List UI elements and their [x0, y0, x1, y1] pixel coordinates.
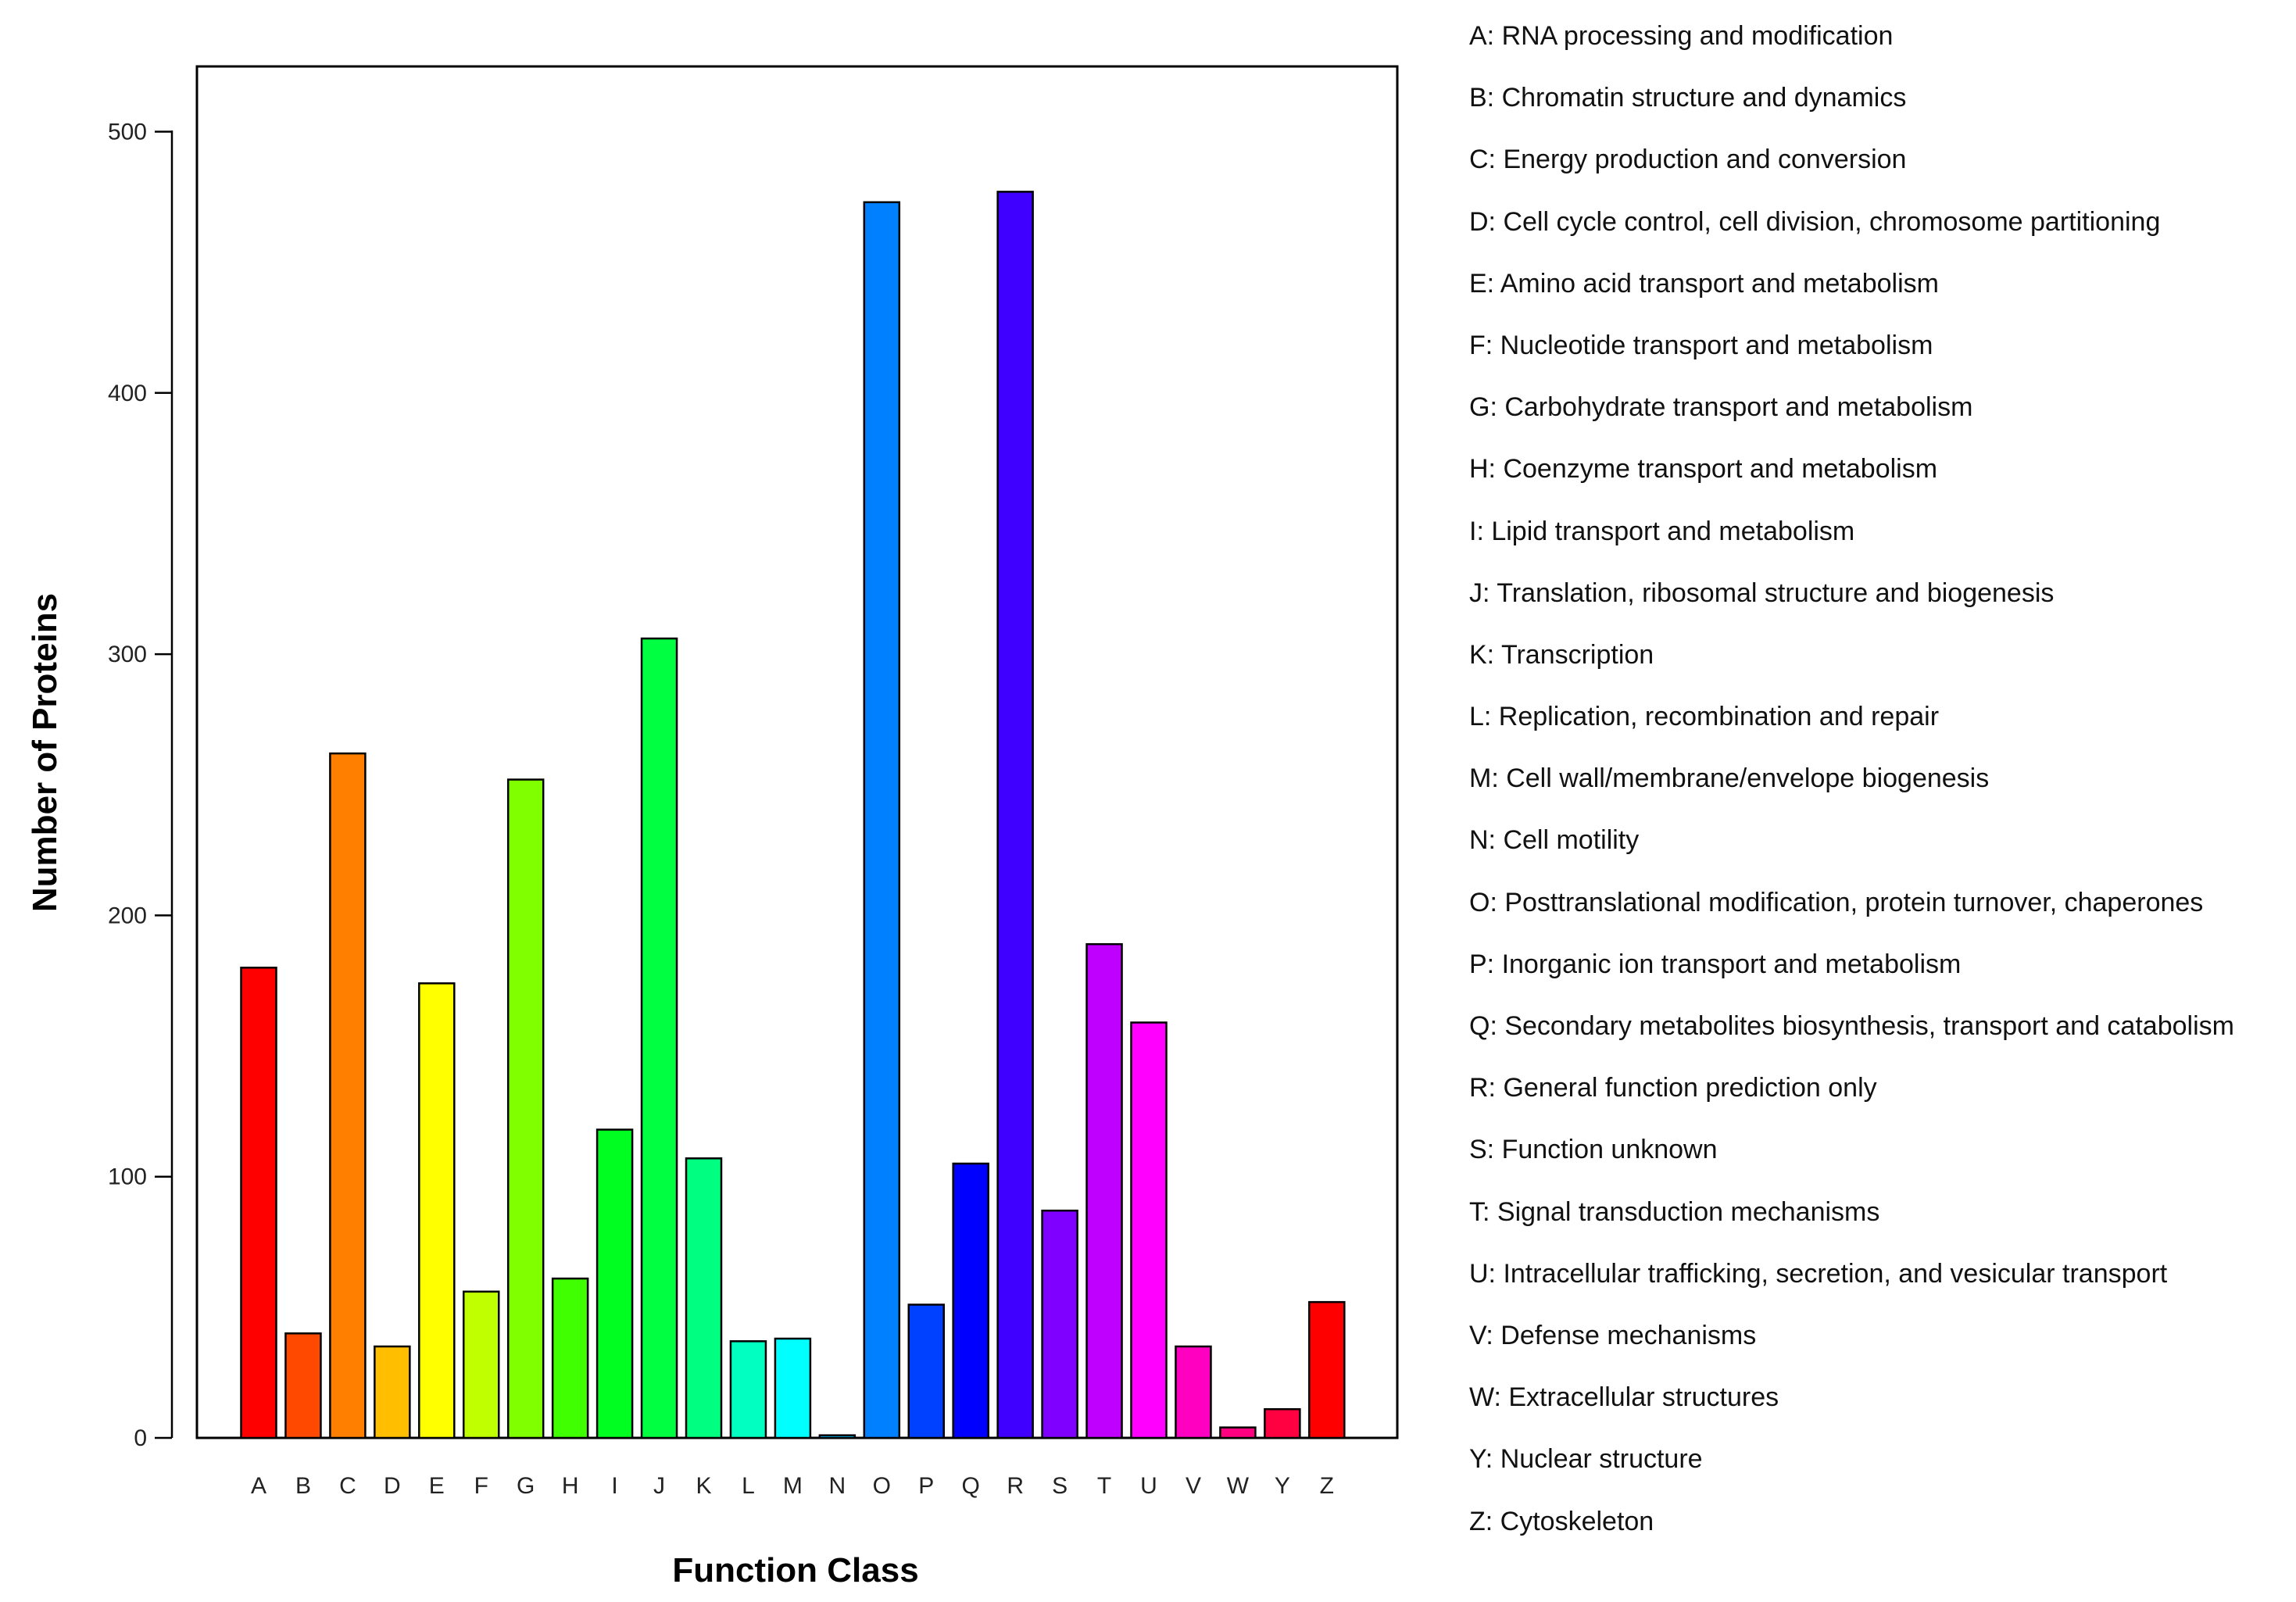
x-tick-label: I — [611, 1473, 617, 1499]
bar-B — [285, 1333, 320, 1438]
bar-P — [909, 1305, 944, 1438]
bar-J — [642, 638, 677, 1438]
legend-item: E: Amino acid transport and metabolism — [1469, 263, 2290, 325]
x-tick-label: A — [251, 1473, 266, 1499]
legend-item: D: Cell cycle control, cell division, ch… — [1469, 202, 2290, 263]
legend-item: W: Extracellular structures — [1469, 1377, 2290, 1439]
legend-item: L: Replication, recombination and repair — [1469, 696, 2290, 758]
bar-K — [686, 1158, 721, 1438]
bar-N — [820, 1436, 855, 1438]
bar-G — [508, 780, 543, 1438]
x-tick-label: Y — [1275, 1473, 1290, 1499]
x-tick-label: T — [1097, 1473, 1111, 1499]
legend-item: B: Chromatin structure and dynamics — [1469, 77, 2290, 139]
x-tick-label: W — [1227, 1473, 1250, 1499]
bar-I — [597, 1130, 632, 1438]
x-tick-label: H — [562, 1473, 579, 1499]
legend-item: V: Defense mechanisms — [1469, 1315, 2290, 1377]
bar-Y — [1264, 1409, 1300, 1438]
legend-item: G: Carbohydrate transport and metabolism — [1469, 387, 2290, 449]
bar-W — [1220, 1428, 1255, 1438]
bar-Z — [1309, 1302, 1344, 1438]
legend-item: R: General function prediction only — [1469, 1067, 2290, 1129]
legend-item: P: Inorganic ion transport and metabolis… — [1469, 944, 2290, 1006]
y-tick-label: 400 — [108, 381, 147, 406]
bar-T — [1087, 944, 1122, 1438]
x-tick-label: L — [742, 1473, 755, 1499]
bar-H — [553, 1278, 588, 1438]
x-tick-label: N — [829, 1473, 846, 1499]
legend-item: Q: Secondary metabolites biosynthesis, t… — [1469, 1006, 2290, 1067]
x-tick-label: F — [474, 1473, 488, 1499]
x-tick-label: E — [429, 1473, 445, 1499]
bar-V — [1175, 1346, 1211, 1438]
x-tick-label: O — [873, 1473, 891, 1499]
y-axis-title: Number of Proteins — [26, 593, 64, 912]
y-tick-label: 100 — [108, 1164, 147, 1190]
x-tick-label: B — [295, 1473, 311, 1499]
x-tick-label: P — [918, 1473, 934, 1499]
x-tick-label: C — [339, 1473, 356, 1499]
bar-D — [374, 1346, 409, 1438]
legend-item: N: Cell motility — [1469, 820, 2290, 881]
bar-U — [1132, 1022, 1167, 1438]
legend-item: J: Translation, ribosomal structure and … — [1469, 573, 2290, 635]
legend-item: M: Cell wall/membrane/envelope biogenesi… — [1469, 758, 2290, 820]
x-tick-label: V — [1186, 1473, 1201, 1499]
x-axis-title: Function Class — [672, 1551, 918, 1589]
plot-frame — [197, 66, 1397, 1438]
x-tick-label: Z — [1320, 1473, 1334, 1499]
legend-item: A: RNA processing and modification — [1469, 16, 2290, 77]
bar-Q — [953, 1164, 989, 1438]
legend: A: RNA processing and modification B: Chr… — [1469, 16, 2290, 1563]
y-axis: 0 100 200 300 400 500 — [108, 120, 172, 1452]
bars — [241, 191, 1345, 1438]
bar-A — [241, 967, 277, 1438]
bar-S — [1042, 1210, 1078, 1438]
x-tick-label: G — [517, 1473, 535, 1499]
legend-item: U: Intracellular trafficking, secretion,… — [1469, 1253, 2290, 1315]
legend-item: O: Posttranslational modification, prote… — [1469, 882, 2290, 944]
y-tick-label: 200 — [108, 903, 147, 928]
bar-C — [330, 753, 365, 1438]
x-tick-label: S — [1052, 1473, 1068, 1499]
legend-item: S: Function unknown — [1469, 1129, 2290, 1191]
x-tick-label: M — [783, 1473, 803, 1499]
x-tick-label: Q — [962, 1473, 980, 1499]
y-tick-label: 300 — [108, 642, 147, 667]
bar-R — [998, 191, 1033, 1438]
x-tick-label: U — [1140, 1473, 1157, 1499]
legend-item: T: Signal transduction mechanisms — [1469, 1192, 2290, 1253]
legend-item: Z: Cytoskeleton — [1469, 1501, 2290, 1563]
x-tick-label: R — [1007, 1473, 1024, 1499]
bar-L — [731, 1341, 766, 1438]
y-tick-label: 0 — [134, 1425, 147, 1451]
legend-item: I: Lipid transport and metabolism — [1469, 511, 2290, 573]
x-tick-label: D — [384, 1473, 401, 1499]
y-tick-label: 500 — [108, 120, 147, 145]
bar-E — [419, 983, 454, 1438]
bar-M — [775, 1339, 810, 1438]
x-tick-label: K — [696, 1473, 711, 1499]
legend-item: Y: Nuclear structure — [1469, 1439, 2290, 1500]
legend-item: C: Energy production and conversion — [1469, 139, 2290, 201]
legend-item: F: Nucleotide transport and metabolism — [1469, 325, 2290, 387]
bar-F — [463, 1292, 499, 1438]
legend-item: H: Coenzyme transport and metabolism — [1469, 449, 2290, 510]
legend-item: K: Transcription — [1469, 635, 2290, 696]
bar-O — [864, 202, 899, 1438]
x-tick-label: J — [653, 1473, 665, 1499]
